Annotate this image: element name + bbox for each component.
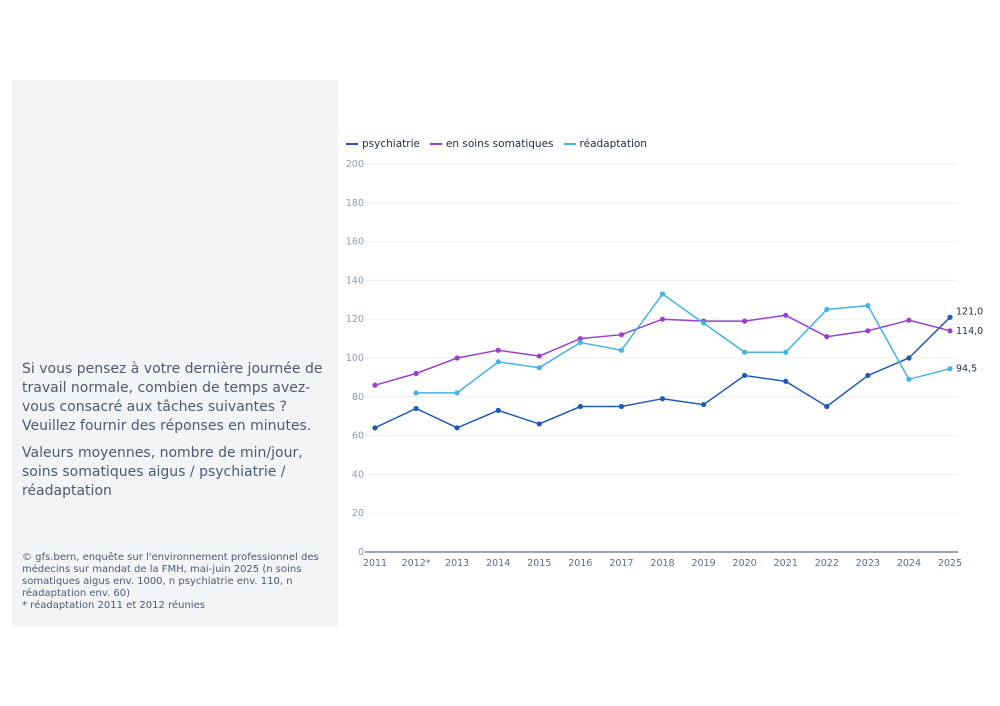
legend-label: psychiatrie: [362, 138, 420, 150]
x-tick-label: 2016: [568, 558, 592, 569]
chart-legend: psychiatrie en soins somatiques réadaptati…: [346, 138, 647, 150]
data-point: [454, 425, 460, 431]
x-tick-label: 2025: [938, 558, 962, 569]
y-tick-label: 20: [352, 508, 364, 519]
data-point: [495, 407, 501, 413]
source-line: © gfs.bern, enquête sur l'environnement …: [22, 552, 319, 599]
data-point: [906, 355, 912, 361]
data-point: [865, 372, 871, 379]
legend-label: réadaptation: [579, 138, 647, 150]
data-point: [618, 332, 625, 338]
data-point: [783, 349, 789, 355]
data-point: [413, 405, 419, 412]
y-tick-label: 200: [346, 159, 364, 170]
x-tick-label: 2015: [527, 558, 551, 569]
x-tick-label: 2019: [691, 558, 715, 569]
data-point: [824, 334, 830, 340]
legend-swatch: [346, 143, 358, 145]
data-point: [865, 303, 871, 309]
y-tick-label: 180: [346, 198, 364, 209]
legend-swatch: [429, 143, 442, 145]
data-point: [742, 349, 748, 355]
chart-svg: 0 20 40 60 80 100 120 140 160 180 200 2011 2012* 2013…: [346, 159, 983, 569]
data-point: [700, 320, 707, 326]
data-point: [742, 318, 748, 324]
data-point: [947, 328, 953, 334]
data-point: [413, 370, 419, 377]
data-point: [454, 355, 460, 361]
end-value-label: 114,0: [956, 326, 983, 337]
series-line-2: [416, 292, 951, 394]
data-point: [495, 359, 501, 365]
x-tick-label: 2011: [363, 558, 387, 569]
x-tick-label: 2017: [609, 558, 633, 569]
x-tick-label: 2018: [650, 558, 674, 569]
data-point: [824, 403, 830, 410]
data-point: [454, 390, 460, 396]
data-point: [618, 403, 625, 410]
line-chart: psychiatrie en soins somatiques réadaptati…: [338, 130, 1000, 580]
question-text: Si vous pensez à votre dernière journée …: [22, 361, 323, 434]
data-point: [618, 347, 625, 353]
data-point: [906, 376, 912, 382]
data-point: [495, 347, 501, 353]
data-point: [947, 366, 953, 372]
x-tick-label: 2020: [733, 558, 757, 569]
y-tick-label: 60: [352, 431, 364, 442]
legend-item-1: en soins somatiques: [429, 138, 554, 150]
y-tick-label: 120: [346, 314, 364, 325]
data-point: [413, 390, 419, 396]
chart-subtitle: Valeurs moyennes, nombre de min/jour, so…: [22, 445, 303, 499]
y-tick-label: 80: [352, 392, 364, 403]
y-tick-label: 0: [358, 547, 364, 558]
x-tick-label: 2022: [815, 558, 839, 569]
data-point: [865, 328, 871, 334]
data-point: [372, 425, 378, 431]
data-point: [372, 382, 378, 388]
x-tick-label: 2021: [774, 558, 798, 569]
y-tick-label: 140: [346, 275, 364, 286]
x-tick-label: 2014: [486, 558, 510, 569]
data-point: [659, 291, 666, 297]
end-value-label: 121,0: [956, 306, 983, 317]
data-point: [783, 312, 789, 318]
data-point: [577, 339, 583, 346]
data-point: [742, 372, 748, 379]
data-point: [700, 401, 707, 408]
data-point: [824, 306, 830, 313]
series-line-0: [374, 316, 951, 429]
x-tick-label: 2023: [856, 558, 880, 569]
footnote: * réadaptation 2011 et 2012 réunies: [22, 600, 205, 611]
data-point: [947, 314, 953, 320]
series-line-1: [374, 314, 951, 386]
data-point: [536, 365, 542, 371]
data-point: [906, 317, 912, 323]
legend-item-0: psychiatrie: [346, 138, 420, 150]
x-tick-label: 2012*: [402, 558, 431, 569]
data-point: [577, 336, 583, 342]
data-point: [783, 378, 789, 384]
description-panel: Si vous pensez à votre dernière journée …: [12, 80, 338, 626]
y-tick-label: 40: [352, 469, 364, 480]
source-note: © gfs.bern, enquête sur l'environnement …: [22, 552, 328, 612]
end-value-label: 94,5: [956, 364, 977, 375]
legend-swatch: [563, 143, 576, 145]
data-point: [659, 396, 666, 402]
x-tick-label: 2013: [445, 558, 469, 569]
legend-item-2: réadaptation: [563, 138, 647, 150]
x-tick-label: 2024: [897, 558, 921, 569]
data-point: [536, 421, 542, 427]
y-tick-label: 160: [346, 237, 364, 248]
data-point: [659, 316, 666, 322]
legend-label: en soins somatiques: [445, 138, 554, 150]
data-point: [536, 353, 542, 359]
y-tick-label: 100: [346, 353, 364, 364]
data-point: [577, 403, 583, 410]
